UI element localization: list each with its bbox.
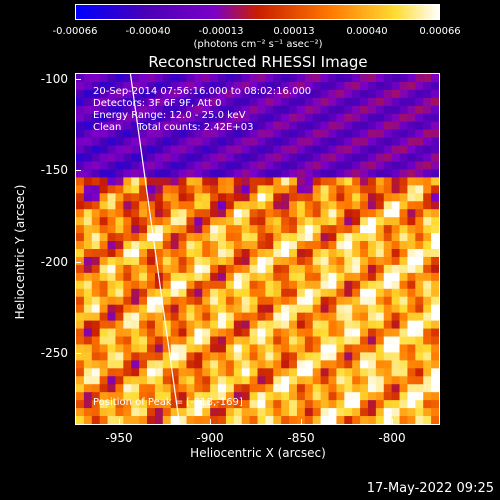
y-tick-label: -150 bbox=[40, 163, 68, 177]
x-tick-mark bbox=[210, 419, 211, 425]
plot-area bbox=[75, 73, 440, 425]
solar-limb-line bbox=[129, 74, 181, 424]
colorbar-tick-label: -0.00066 bbox=[52, 26, 98, 37]
colorbar-tick-label: 0.00066 bbox=[419, 26, 461, 37]
x-axis-label: Heliocentric X (arcsec) bbox=[190, 446, 326, 460]
colorbar-units: (photons cm⁻² s⁻¹ asec⁻²) bbox=[193, 39, 323, 50]
x-tick-label: -900 bbox=[196, 431, 224, 445]
heatmap-pixels bbox=[76, 74, 439, 424]
info-energy-range: Energy Range: 12.0 - 25.0 keV bbox=[93, 110, 246, 121]
info-time-range: 20-Sep-2014 07:56:16.000 to 08:02:16.000 bbox=[93, 86, 312, 97]
x-tick-label: -850 bbox=[287, 431, 315, 445]
x-tick-mark bbox=[392, 419, 393, 425]
plot-title: Reconstructed RHESSI Image bbox=[148, 53, 368, 71]
x-tick-label: -800 bbox=[378, 431, 406, 445]
colorbar-tick-label: 0.00013 bbox=[273, 26, 315, 37]
y-tick-mark bbox=[75, 353, 81, 354]
y-tick-mark bbox=[75, 262, 81, 263]
peak-position-label: Position of Peak = [-918,-169] bbox=[93, 397, 243, 408]
x-tick-mark bbox=[301, 419, 302, 425]
timestamp: 17-May-2022 09:25 bbox=[366, 481, 494, 496]
y-tick-label: -100 bbox=[40, 72, 68, 86]
y-tick-mark bbox=[75, 79, 81, 80]
colorbar-tick-label: -0.00040 bbox=[125, 26, 171, 37]
info-detectors: Detectors: 3F 6F 9F, Att 0 bbox=[93, 98, 222, 109]
info-total-counts: Clean Total counts: 2.42E+03 bbox=[93, 122, 254, 133]
colorbar bbox=[75, 4, 440, 20]
y-tick-label: -200 bbox=[40, 255, 68, 269]
y-tick-label: -250 bbox=[40, 346, 68, 360]
x-tick-label: -950 bbox=[105, 431, 133, 445]
colorbar-tick-label: 0.00040 bbox=[346, 26, 388, 37]
y-tick-mark bbox=[75, 170, 81, 171]
colorbar-tick-label: -0.00013 bbox=[198, 26, 244, 37]
y-axis-label: Heliocentric Y (arcsec) bbox=[13, 184, 27, 320]
x-tick-mark bbox=[119, 419, 120, 425]
heatmap-image bbox=[76, 74, 439, 424]
